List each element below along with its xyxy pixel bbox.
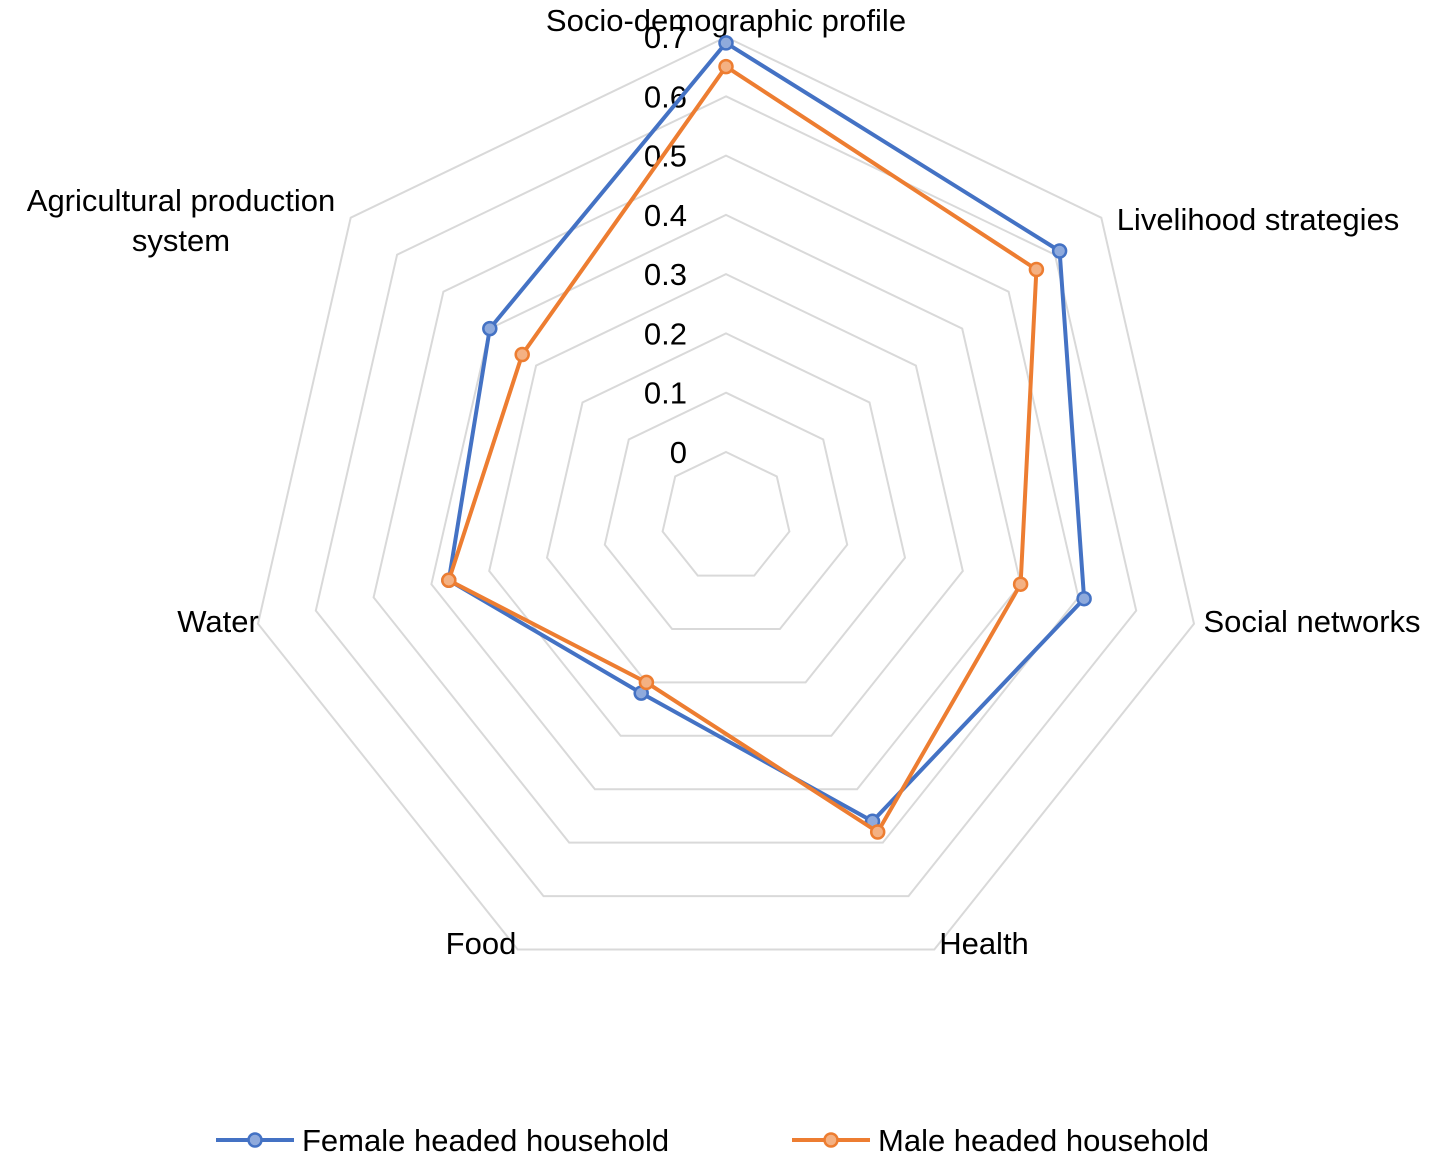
grid-ring-1 xyxy=(603,391,849,630)
grid-ring-3 xyxy=(488,272,964,737)
axis-label-6: Agricultural production system xyxy=(27,183,335,258)
series-0-point-0[interactable] xyxy=(718,35,734,51)
grid-layer xyxy=(256,35,1196,951)
legend[interactable]: Female headed household Male headed hous… xyxy=(216,1123,1209,1158)
series-line-0 xyxy=(446,40,1087,824)
axis-label-3-line-0: Health xyxy=(939,926,1029,961)
grid-ring-0 xyxy=(661,450,791,577)
tick-label-3: 0.3 xyxy=(644,257,687,292)
grid-ring-7 xyxy=(256,35,1196,951)
legend-marker-female xyxy=(247,1132,263,1148)
axis-labels: Socio-demographic profile Livelihood stra… xyxy=(27,3,1421,961)
legend-label-male: Male headed household xyxy=(878,1123,1209,1158)
tick-label-1: 0.1 xyxy=(644,376,687,411)
series-1-point-6[interactable] xyxy=(514,346,530,363)
axis-label-1-line-0: Livelihood strategies xyxy=(1117,202,1400,237)
legend-item-male[interactable]: Male headed household xyxy=(792,1123,1209,1158)
radial-tick-labels: 00.10.20.30.40.50.60.7 xyxy=(644,20,687,470)
series-1-point-4[interactable] xyxy=(638,674,655,691)
grid-ring-4 xyxy=(430,213,1022,791)
axis-label-2-line-0: Social networks xyxy=(1203,604,1420,639)
axis-label-4: Food xyxy=(446,926,517,961)
series-1 xyxy=(441,58,1045,840)
series-0-point-1[interactable] xyxy=(1051,243,1068,259)
grid-ring-5 xyxy=(372,154,1080,844)
axis-label-6-line-1: system xyxy=(132,223,230,258)
series-1-point-1[interactable] xyxy=(1028,261,1045,278)
series-1-point-5[interactable] xyxy=(441,572,457,589)
axis-label-0-line-0: Socio-demographic profile xyxy=(546,3,906,38)
tick-label-7: 0.7 xyxy=(644,20,687,55)
series-0-point-6[interactable] xyxy=(482,320,498,337)
series-line-1 xyxy=(446,64,1039,834)
series-1-point-2[interactable] xyxy=(1012,576,1029,592)
axis-label-2: Social networks xyxy=(1203,604,1420,639)
series-1-point-0[interactable] xyxy=(718,58,734,75)
legend-item-female[interactable]: Female headed household xyxy=(216,1123,669,1158)
tick-label-0: 0 xyxy=(670,435,687,470)
axis-label-0: Socio-demographic profile xyxy=(546,3,906,38)
series-0 xyxy=(441,35,1092,830)
axis-label-5-line-0: Water xyxy=(177,604,259,639)
axis-label-6-line-0: Agricultural production xyxy=(27,183,335,218)
axis-label-1: Livelihood strategies xyxy=(1117,202,1400,237)
tick-label-5: 0.5 xyxy=(644,139,687,174)
grid-ring-2 xyxy=(545,332,907,684)
axis-label-4-line-0: Food xyxy=(446,926,517,961)
axis-label-3: Health xyxy=(939,926,1029,961)
grid-ring-6 xyxy=(314,95,1138,898)
tick-label-2: 0.2 xyxy=(644,316,687,351)
legend-label-female: Female headed household xyxy=(302,1123,669,1158)
series-layer xyxy=(441,35,1092,840)
series-0-point-2[interactable] xyxy=(1076,590,1092,607)
axis-label-5: Water xyxy=(177,604,259,639)
legend-marker-male xyxy=(823,1132,839,1148)
tick-label-4: 0.4 xyxy=(644,198,687,233)
series-1-point-3[interactable] xyxy=(869,824,886,840)
